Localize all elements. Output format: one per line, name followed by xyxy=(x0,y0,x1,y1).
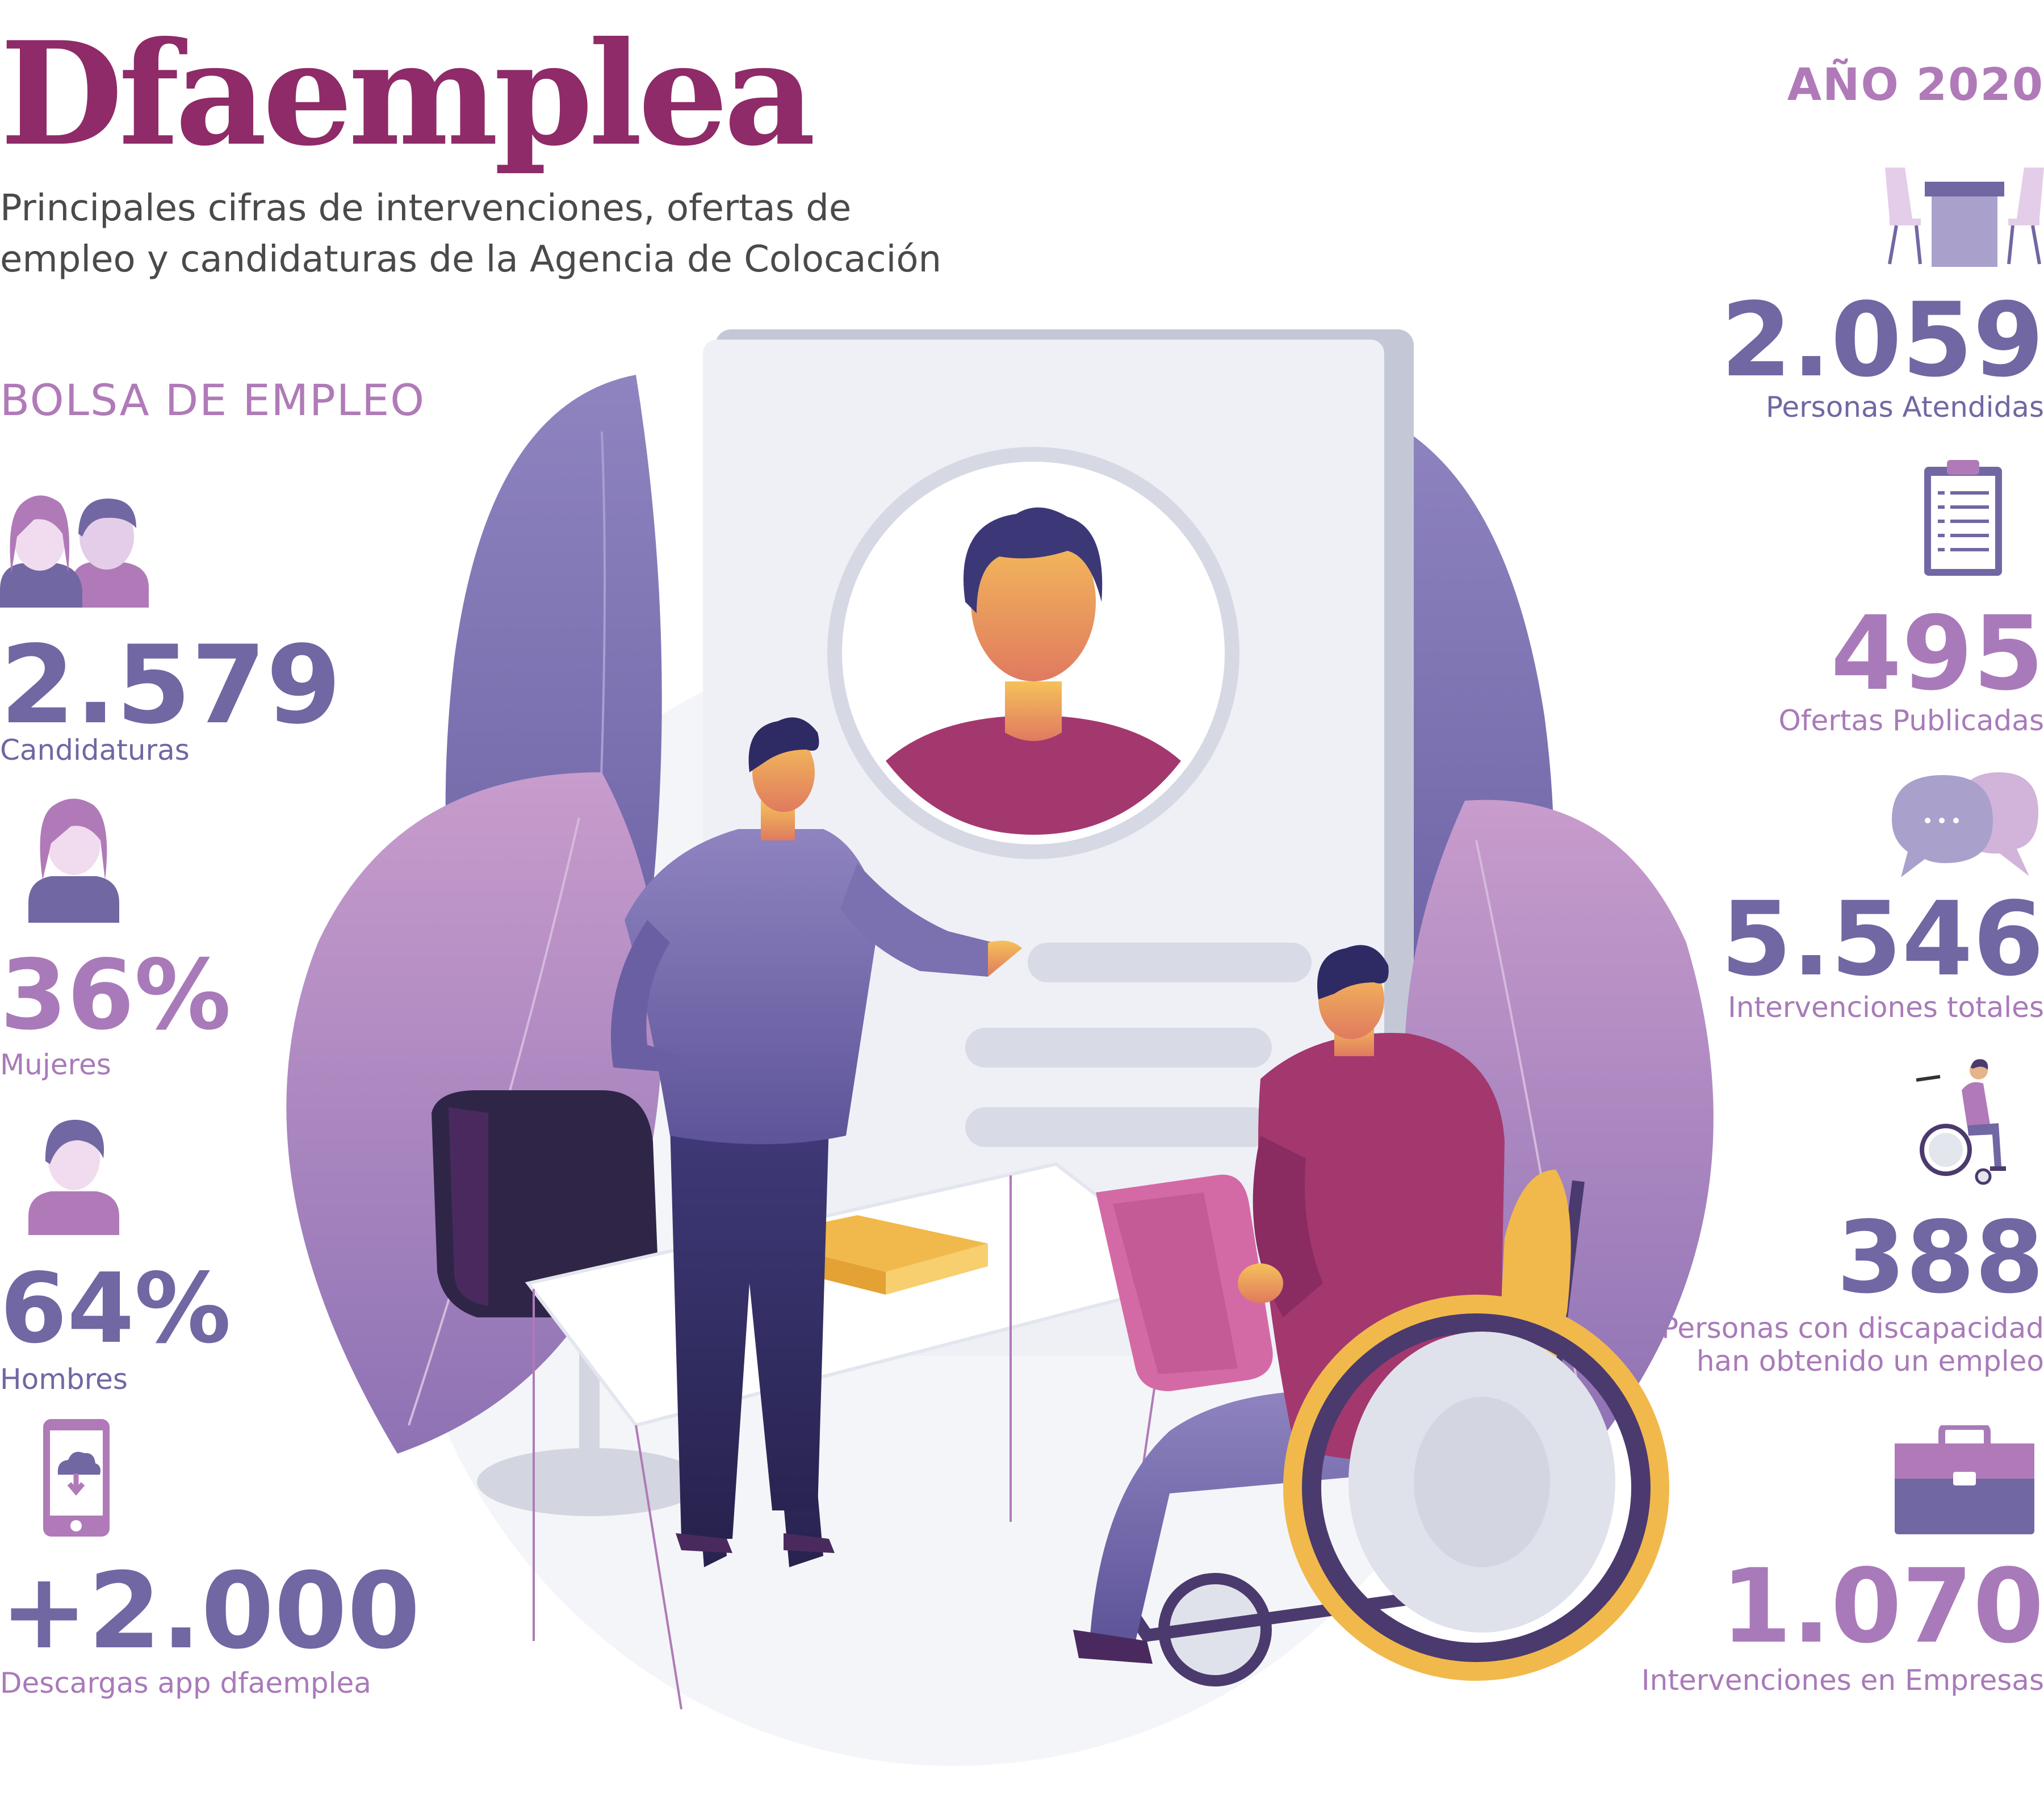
candidaturas-label: Candidaturas xyxy=(0,734,190,767)
standing-man-torso xyxy=(625,829,880,1144)
mujeres-value: 36% xyxy=(0,939,231,1052)
wheelchair-large-wheel xyxy=(1283,1295,1669,1681)
discapacidad-label: Personas con discapacidad han obtenido u… xyxy=(1661,1312,2044,1378)
discapacidad-label-line-1: Personas con discapacidad xyxy=(1661,1312,2044,1345)
personas-atendidas-label: Personas Atendidas xyxy=(1765,391,2044,424)
phone-download-icon xyxy=(43,1419,110,1537)
wheelchair-user-icon xyxy=(1916,1059,2006,1185)
clipboard-icon xyxy=(1924,460,2002,576)
intervenciones-totales-label: Intervenciones totales xyxy=(1728,991,2044,1024)
man-icon xyxy=(28,1119,119,1235)
standing-man-legs xyxy=(670,1124,829,1539)
year-label: AÑO 2020 xyxy=(1787,60,2044,111)
candidaturas-value: 2.579 xyxy=(0,622,341,748)
personas-atendidas-value: 2.059 xyxy=(1720,281,2044,400)
empresas-label: Intervenciones en Empresas xyxy=(1641,1664,2044,1697)
discapacidad-value: 388 xyxy=(1836,1200,2044,1316)
ofertas-label: Ofertas Publicadas xyxy=(1778,704,2044,737)
page-subtitle: Principales cifras de intervenciones, of… xyxy=(0,183,965,285)
subtitle-line-2: empleo y candidaturas de la Agencia de C… xyxy=(0,238,942,281)
chat-bubbles-icon xyxy=(1892,772,2038,877)
central-illustration xyxy=(286,329,1714,1766)
intervenciones-totales-value: 5.546 xyxy=(1720,880,2044,999)
discapacidad-label-line-2: han obtenido un empleo xyxy=(1696,1345,2044,1378)
hombres-value: 64% xyxy=(0,1253,231,1365)
profile-hair xyxy=(963,507,1103,613)
mujeres-label: Mujeres xyxy=(0,1048,111,1081)
briefcase-icon xyxy=(1895,1425,2034,1534)
descargas-value: +2.000 xyxy=(0,1550,421,1672)
ofertas-value: 495 xyxy=(1831,595,2044,713)
couple-icon xyxy=(0,495,149,608)
brand-logo-text: Dfaemplea xyxy=(0,10,816,177)
profile-face xyxy=(971,522,1096,681)
section-title: BOLSA DE EMPLEO xyxy=(0,375,426,425)
profile-shirt xyxy=(886,715,1181,835)
descargas-label: Descargas app dfaemplea xyxy=(0,1667,371,1700)
woman-icon xyxy=(28,798,119,923)
meeting-table-icon xyxy=(1885,168,2044,267)
hombres-label: Hombres xyxy=(0,1363,128,1396)
empresas-value: 1.070 xyxy=(1720,1547,2044,1666)
subtitle-line-1: Principales cifras de intervenciones, of… xyxy=(0,187,852,229)
